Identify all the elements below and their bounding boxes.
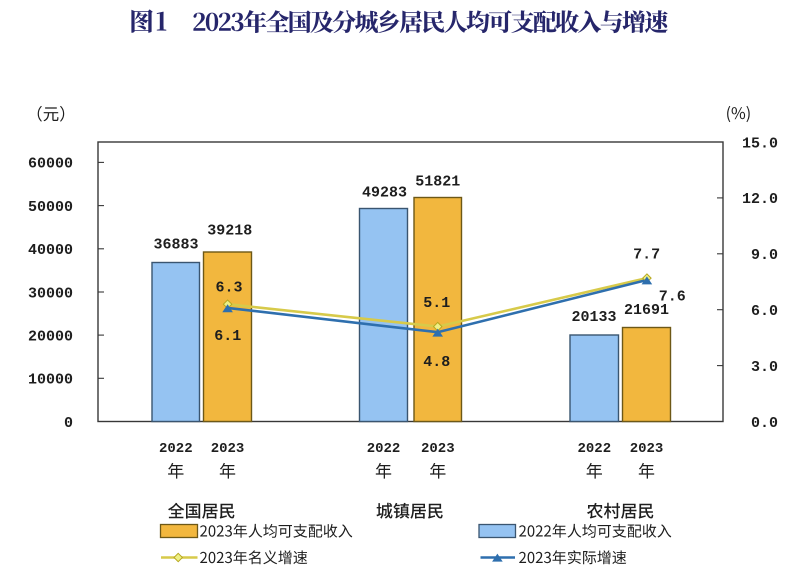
svg-text:36883: 36883 bbox=[153, 236, 198, 253]
svg-text:9.0: 9.0 bbox=[751, 247, 778, 264]
svg-text:0.0: 0.0 bbox=[751, 415, 778, 432]
svg-text:39218: 39218 bbox=[207, 222, 252, 239]
svg-text:15.0: 15.0 bbox=[742, 135, 778, 152]
svg-text:2022: 2022 bbox=[159, 441, 193, 457]
svg-text:10000: 10000 bbox=[28, 372, 73, 389]
svg-text:5.1: 5.1 bbox=[423, 295, 450, 312]
svg-text:60000: 60000 bbox=[28, 156, 73, 173]
svg-text:7.7: 7.7 bbox=[633, 246, 660, 263]
svg-text:50000: 50000 bbox=[28, 199, 73, 216]
svg-text:2023: 2023 bbox=[211, 441, 245, 457]
svg-text:2022: 2022 bbox=[367, 441, 401, 457]
svg-text:3.0: 3.0 bbox=[751, 359, 778, 376]
svg-text:6.0: 6.0 bbox=[751, 303, 778, 320]
svg-text:20133: 20133 bbox=[571, 309, 616, 326]
svg-text:0: 0 bbox=[64, 415, 73, 432]
svg-text:6.3: 6.3 bbox=[215, 279, 242, 296]
svg-text:49283: 49283 bbox=[362, 184, 407, 201]
svg-text:51821: 51821 bbox=[415, 173, 460, 190]
svg-text:21691: 21691 bbox=[624, 302, 669, 319]
svg-text:30000: 30000 bbox=[28, 285, 73, 302]
svg-text:12.0: 12.0 bbox=[742, 191, 778, 208]
svg-text:6.1: 6.1 bbox=[214, 328, 241, 345]
svg-text:7.6: 7.6 bbox=[659, 288, 686, 305]
svg-text:2022: 2022 bbox=[577, 441, 611, 457]
svg-text:2023: 2023 bbox=[421, 441, 455, 457]
svg-text:40000: 40000 bbox=[28, 242, 73, 259]
svg-text:4.8: 4.8 bbox=[423, 354, 450, 371]
svg-text:2023: 2023 bbox=[630, 441, 664, 457]
svg-text:20000: 20000 bbox=[28, 328, 73, 345]
